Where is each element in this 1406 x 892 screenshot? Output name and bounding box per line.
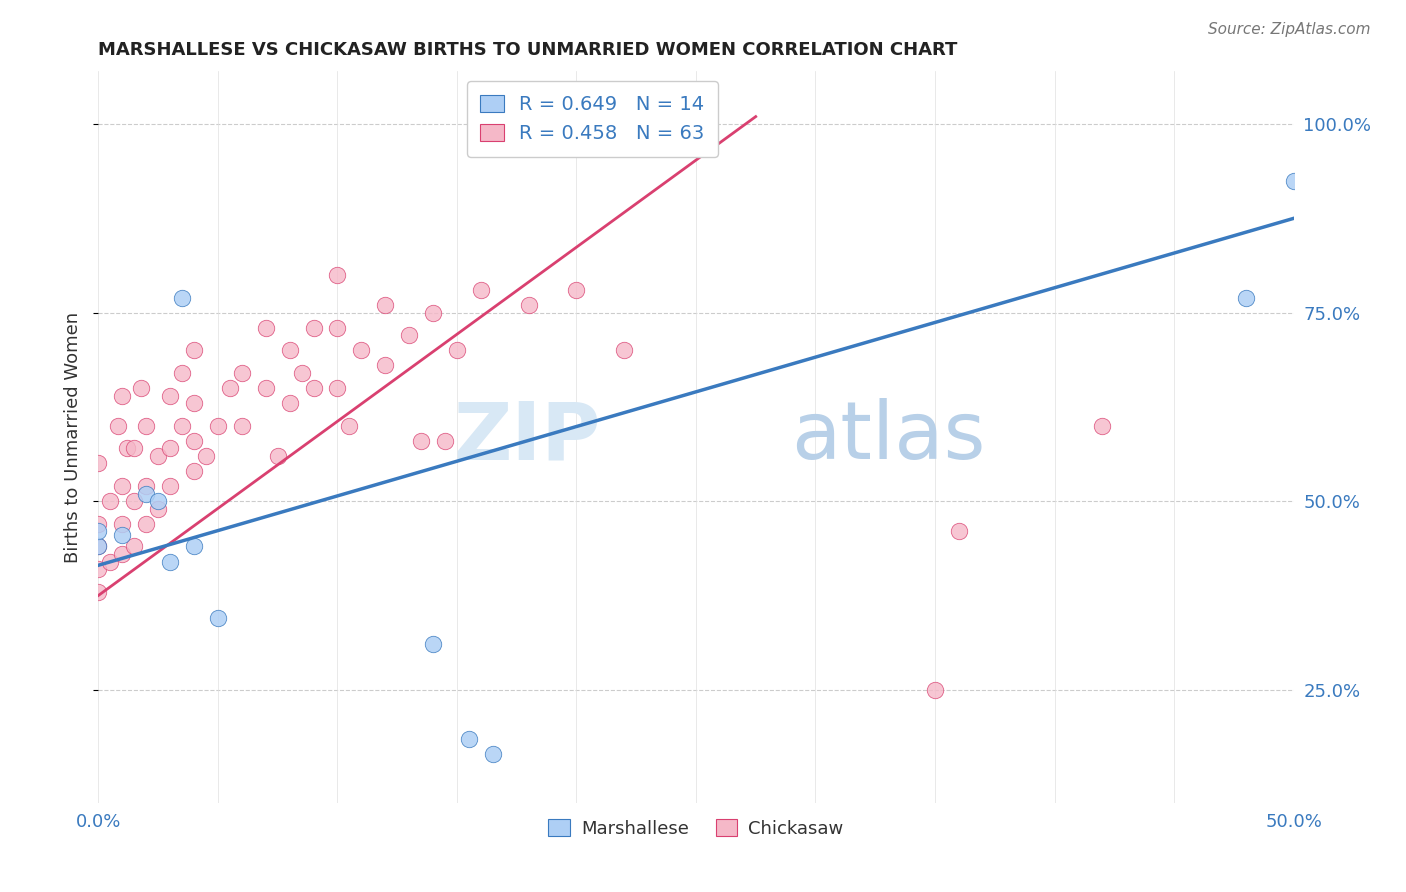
Point (87, 562, 110, 576)
Text: MARSHALLESE VS CHICKASAW BIRTHS TO UNMARRIED WOMEN CORRELATION CHART: MARSHALLESE VS CHICKASAW BIRTHS TO UNMAR… (98, 41, 957, 59)
Point (339, 418, 361, 433)
Point (278, 396, 301, 410)
Point (172, 418, 194, 433)
Point (231, 366, 253, 380)
Point (87, 540, 110, 554)
Point (291, 366, 314, 380)
Point (148, 494, 170, 508)
Point (135, 479, 157, 493)
Point (254, 381, 277, 395)
Y-axis label: Births to Unmarried Women: Births to Unmarried Women (65, 311, 83, 563)
Point (111, 516, 134, 531)
Point (87, 540, 110, 554)
Point (207, 418, 229, 433)
Point (172, 291, 194, 305)
Point (613, 343, 636, 358)
Point (470, 283, 492, 297)
Point (183, 396, 205, 410)
Point (481, 747, 505, 761)
Point (924, 682, 946, 697)
Point (434, 434, 457, 448)
Point (135, 486, 157, 500)
Point (326, 320, 349, 334)
Point (195, 449, 218, 463)
Point (398, 328, 420, 343)
Point (111, 547, 134, 561)
Point (98, 494, 122, 508)
Point (183, 434, 205, 448)
Point (87, 524, 110, 539)
Point (302, 320, 325, 334)
Point (111, 479, 134, 493)
Point (159, 442, 181, 456)
Point (107, 418, 129, 433)
Point (183, 343, 205, 358)
Point (374, 359, 396, 373)
Point (115, 442, 138, 456)
Point (350, 343, 373, 358)
Point (1091, 418, 1114, 433)
Legend: Marshallese, Chickasaw: Marshallese, Chickasaw (541, 813, 851, 845)
Point (374, 298, 396, 312)
Point (124, 442, 146, 456)
Point (124, 494, 146, 508)
Point (87, 584, 110, 599)
Point (326, 268, 349, 282)
Point (159, 479, 181, 493)
Point (1282, 174, 1305, 188)
Point (98, 554, 122, 568)
Point (254, 320, 277, 334)
Point (87, 457, 110, 471)
Point (1234, 291, 1257, 305)
Point (183, 464, 205, 478)
Point (231, 418, 253, 433)
Point (422, 637, 444, 651)
Point (159, 389, 181, 403)
Point (446, 343, 468, 358)
Point (411, 434, 433, 448)
Point (159, 554, 181, 568)
Text: Source: ZipAtlas.com: Source: ZipAtlas.com (1208, 22, 1371, 37)
Text: ZIP: ZIP (453, 398, 600, 476)
Point (135, 516, 157, 531)
Point (422, 306, 444, 320)
Point (517, 298, 540, 312)
Point (565, 283, 588, 297)
Point (148, 501, 170, 516)
Point (111, 528, 134, 542)
Point (183, 540, 205, 554)
Point (135, 418, 157, 433)
Point (458, 731, 481, 746)
Point (219, 381, 242, 395)
Point (267, 449, 290, 463)
Point (326, 381, 349, 395)
Point (302, 381, 325, 395)
Point (172, 366, 194, 380)
Point (124, 540, 146, 554)
Point (87, 516, 110, 531)
Point (111, 389, 134, 403)
Point (148, 449, 170, 463)
Point (131, 381, 153, 395)
Text: atlas: atlas (792, 398, 986, 476)
Point (948, 524, 970, 539)
Point (207, 611, 229, 625)
Point (278, 343, 301, 358)
